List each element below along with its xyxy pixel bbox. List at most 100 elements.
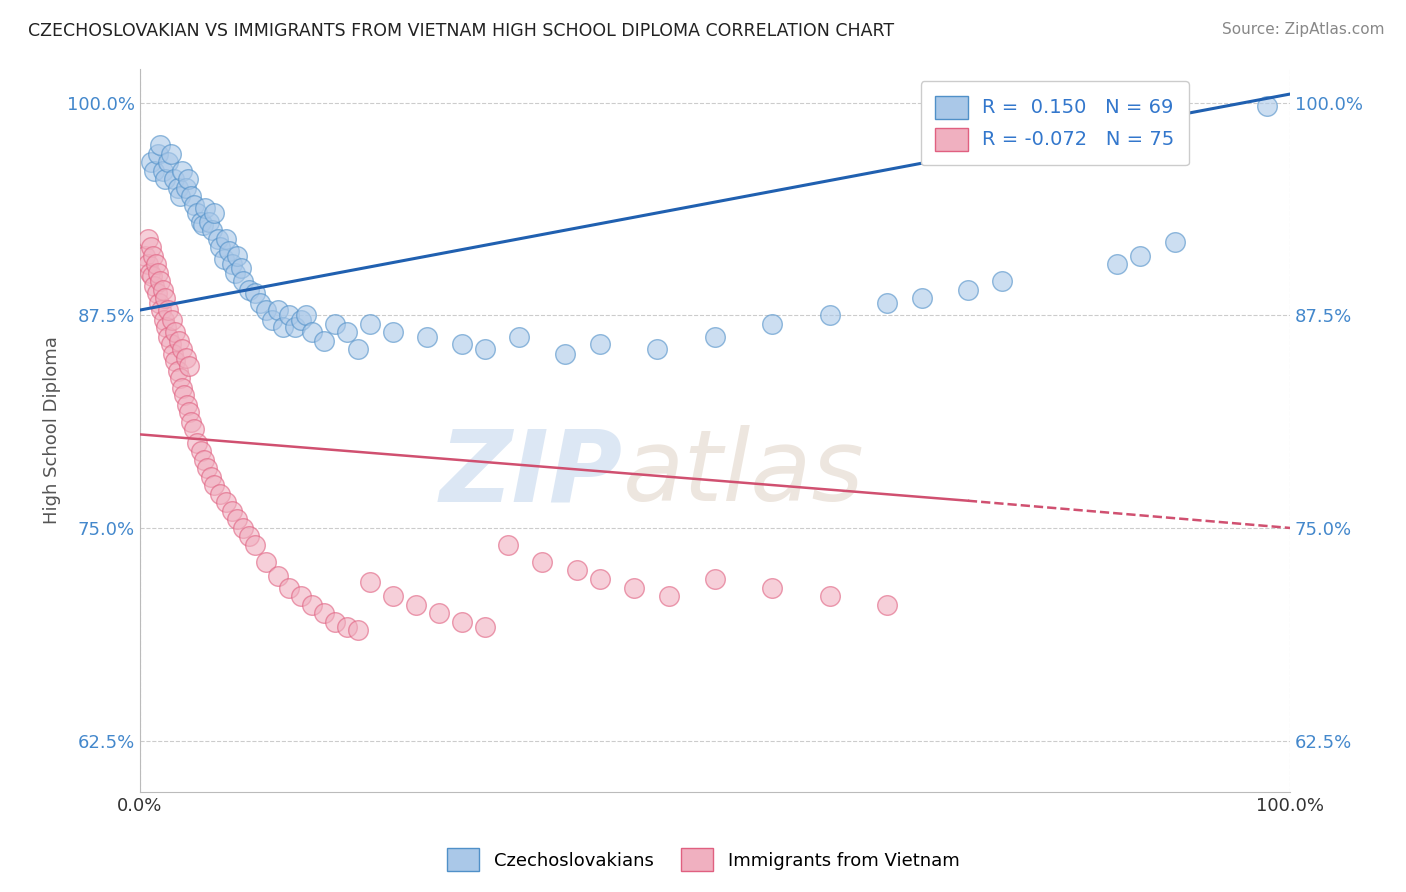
Point [956, 283, 979, 297]
Point [207, 232, 229, 246]
Point [565, 564, 588, 578]
Point [150, 303, 173, 318]
Point [163, 172, 186, 186]
Point [229, 260, 252, 275]
Point [215, 495, 238, 509]
Point [194, 201, 217, 215]
Point [323, 615, 346, 629]
Point [450, 337, 472, 351]
Legend: R =  0.150   N = 69, R = -0.072   N = 75: R = 0.150 N = 69, R = -0.072 N = 75 [921, 81, 1189, 166]
Point [136, 257, 159, 271]
Point [173, 388, 195, 402]
Text: atlas: atlas [623, 425, 865, 522]
Point [295, 308, 318, 322]
Point [221, 257, 243, 271]
Point [427, 606, 450, 620]
Point [474, 620, 496, 634]
Point [249, 296, 271, 310]
Point [212, 252, 235, 266]
Point [162, 347, 184, 361]
Point [186, 435, 208, 450]
Point [160, 313, 183, 327]
Point [186, 206, 208, 220]
Point [232, 274, 254, 288]
Point [336, 620, 359, 634]
Point [166, 180, 188, 194]
Point [238, 283, 260, 297]
Point [201, 223, 224, 237]
Point [139, 240, 162, 254]
Text: Source: ZipAtlas.com: Source: ZipAtlas.com [1222, 22, 1385, 37]
Point [278, 308, 301, 322]
Point [589, 572, 612, 586]
Point [177, 359, 200, 374]
Text: CZECHOSLOVAKIAN VS IMMIGRANTS FROM VIETNAM HIGH SCHOOL DIPLOMA CORRELATION CHART: CZECHOSLOVAKIAN VS IMMIGRANTS FROM VIETN… [28, 22, 894, 40]
Point [149, 274, 172, 288]
Point [254, 555, 277, 569]
Point [174, 180, 197, 194]
Point [260, 313, 283, 327]
Point [183, 197, 205, 211]
Point [157, 330, 180, 344]
Legend: Czechoslovakians, Immigrants from Vietnam: Czechoslovakians, Immigrants from Vietna… [440, 841, 966, 879]
Point [876, 598, 898, 612]
Point [818, 308, 841, 322]
Point [224, 266, 246, 280]
Point [508, 330, 530, 344]
Point [215, 232, 238, 246]
Point [142, 249, 165, 263]
Point [146, 266, 169, 280]
Point [153, 172, 176, 186]
Point [761, 581, 783, 595]
Point [405, 598, 427, 612]
Point [146, 146, 169, 161]
Point [148, 296, 170, 310]
Point [134, 249, 156, 263]
Point [232, 521, 254, 535]
Point [190, 444, 212, 458]
Point [202, 206, 225, 220]
Point [146, 286, 169, 301]
Point [197, 215, 219, 229]
Point [911, 291, 934, 305]
Point [703, 330, 725, 344]
Point [159, 337, 181, 351]
Point [180, 189, 202, 203]
Point [139, 155, 162, 169]
Point [218, 244, 240, 258]
Point [177, 405, 200, 419]
Point [876, 296, 898, 310]
Point [169, 371, 191, 385]
Point [301, 598, 323, 612]
Point [278, 581, 301, 595]
Point [266, 303, 288, 318]
Point [290, 313, 312, 327]
Point [159, 146, 181, 161]
Point [143, 163, 166, 178]
Point [496, 538, 519, 552]
Point [197, 461, 219, 475]
Point [238, 529, 260, 543]
Point [761, 317, 783, 331]
Point [474, 343, 496, 357]
Point [347, 623, 370, 637]
Y-axis label: High School Diploma: High School Diploma [44, 336, 60, 524]
Point [177, 172, 200, 186]
Point [347, 343, 370, 357]
Point [141, 269, 163, 284]
Point [172, 163, 194, 178]
Point [266, 568, 288, 582]
Point [152, 163, 174, 178]
Point [221, 504, 243, 518]
Point [1129, 249, 1152, 263]
Point [143, 279, 166, 293]
Point [174, 351, 197, 365]
Point [554, 347, 576, 361]
Point [145, 257, 167, 271]
Point [155, 320, 177, 334]
Point [359, 317, 381, 331]
Point [1107, 257, 1129, 271]
Point [312, 606, 335, 620]
Point [209, 240, 232, 254]
Point [165, 354, 187, 368]
